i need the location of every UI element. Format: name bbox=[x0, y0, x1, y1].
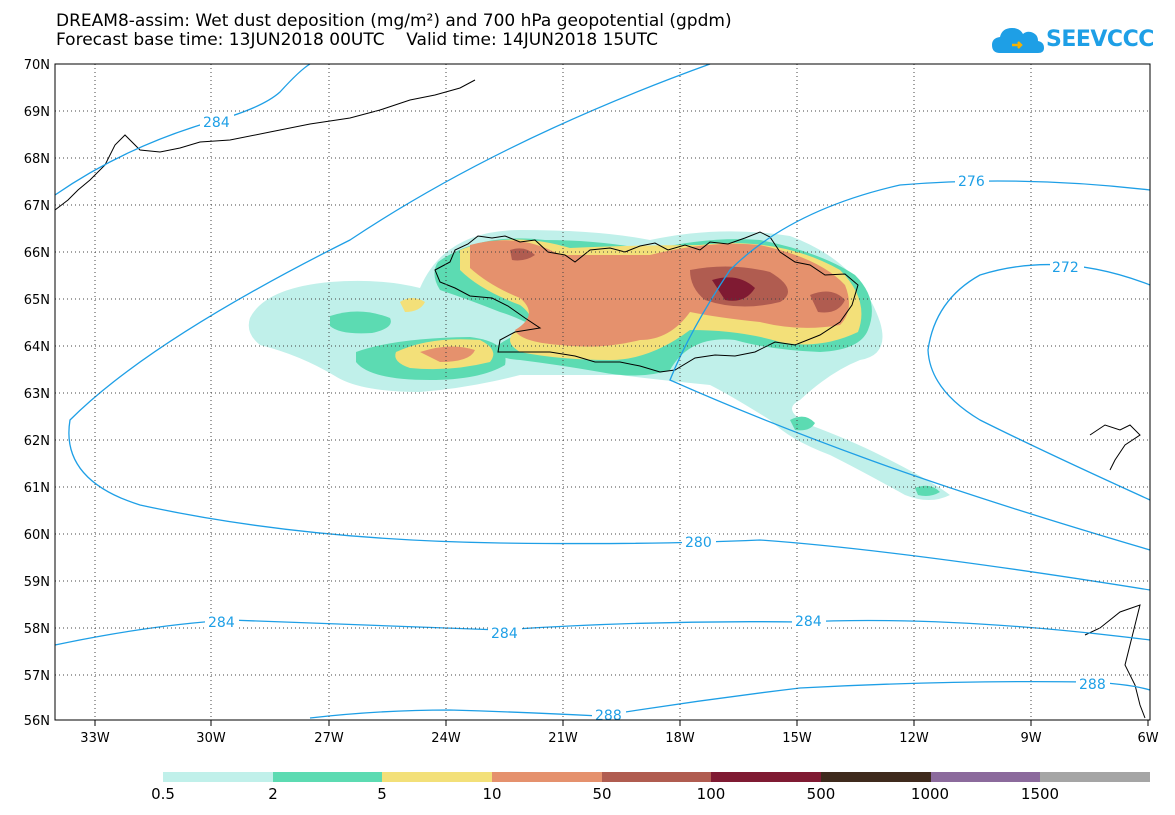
contour-label: 288 bbox=[1079, 677, 1106, 693]
lon-label: 6W bbox=[1137, 731, 1158, 746]
lat-label: 70N bbox=[24, 58, 50, 73]
contour-label: 272 bbox=[1052, 260, 1079, 276]
cloud-icon bbox=[992, 28, 1044, 53]
lat-label: 60N bbox=[24, 528, 50, 543]
map-subtitle: Forecast base time: 13JUN2018 00UTC Vali… bbox=[56, 30, 658, 50]
legend-swatch-1 bbox=[272, 772, 383, 782]
contour-labels: 284 276 272 280 284 284 284 288 288 bbox=[200, 114, 1110, 724]
lon-label: 21W bbox=[548, 731, 578, 746]
map-plot: 284 276 272 280 284 284 284 288 288 70N … bbox=[24, 58, 1159, 746]
lon-label: 12W bbox=[899, 731, 929, 746]
lat-label: 63N bbox=[24, 387, 50, 402]
coastlines bbox=[54, 79, 1146, 719]
legend-swatch-2 bbox=[382, 772, 493, 782]
legend-swatch-6 bbox=[821, 772, 931, 782]
lat-label: 59N bbox=[24, 575, 50, 590]
map-frame bbox=[54, 63, 1151, 721]
lon-label: 33W bbox=[80, 731, 110, 746]
longitude-labels: 33W 30W 27W 24W 21W 18W 15W 12W 9W 6W bbox=[80, 731, 1158, 746]
lat-label: 58N bbox=[24, 622, 50, 637]
legend-swatch-4 bbox=[601, 772, 712, 782]
contour-label: 280 bbox=[685, 535, 712, 551]
legend-swatch-3 bbox=[492, 772, 602, 782]
legend-swatch-0 bbox=[163, 772, 273, 782]
contour-label: 288 bbox=[595, 708, 622, 724]
seevccc-logo: SEEVCCC bbox=[990, 23, 1154, 57]
lat-label: 67N bbox=[24, 199, 50, 214]
legend-swatch-5 bbox=[711, 772, 822, 782]
legend-label: 2 bbox=[268, 785, 278, 803]
lat-label: 65N bbox=[24, 293, 50, 308]
lon-label: 24W bbox=[431, 731, 461, 746]
lon-label: 9W bbox=[1020, 731, 1041, 746]
contour-label: 284 bbox=[208, 615, 235, 631]
lon-label: 27W bbox=[314, 731, 344, 746]
geopotential-contours bbox=[54, 63, 1151, 719]
logo-text: SEEVCCC bbox=[1046, 27, 1154, 52]
contour-label: 284 bbox=[491, 626, 518, 642]
lon-label: 15W bbox=[782, 731, 812, 746]
contour-label: 276 bbox=[958, 174, 985, 190]
map-title: DREAM8-assim: Wet dust deposition (mg/m²… bbox=[56, 11, 732, 31]
lat-label: 64N bbox=[24, 340, 50, 355]
legend-label: 1500 bbox=[1020, 785, 1060, 803]
lat-label: 66N bbox=[24, 246, 50, 261]
legend-label: 500 bbox=[806, 785, 836, 803]
legend-label: 100 bbox=[696, 785, 726, 803]
legend-label: 5 bbox=[377, 785, 387, 803]
lat-label: 62N bbox=[24, 434, 50, 449]
legend-label: 1000 bbox=[910, 785, 950, 803]
graticule bbox=[55, 64, 1150, 720]
lat-label: 69N bbox=[24, 105, 50, 120]
lat-label: 61N bbox=[24, 481, 50, 496]
lon-label: 30W bbox=[196, 731, 226, 746]
axis-ticks bbox=[94, 720, 1149, 726]
legend-label: 0.5 bbox=[151, 785, 175, 803]
legend-label: 10 bbox=[482, 785, 502, 803]
legend-label: 50 bbox=[592, 785, 612, 803]
lat-label: 56N bbox=[24, 714, 50, 729]
dust-fields bbox=[248, 230, 950, 500]
lon-label: 18W bbox=[665, 731, 695, 746]
legend-swatch-8 bbox=[1040, 772, 1151, 782]
legend-swatch-7 bbox=[930, 772, 1041, 782]
color-legend bbox=[163, 772, 1151, 782]
latitude-labels: 70N 69N 68N 67N 66N 65N 64N 63N 62N 61N … bbox=[24, 58, 50, 729]
contour-label: 284 bbox=[795, 614, 822, 630]
contour-label: 284 bbox=[203, 115, 230, 131]
lat-label: 68N bbox=[24, 152, 50, 167]
lat-label: 57N bbox=[24, 669, 50, 684]
